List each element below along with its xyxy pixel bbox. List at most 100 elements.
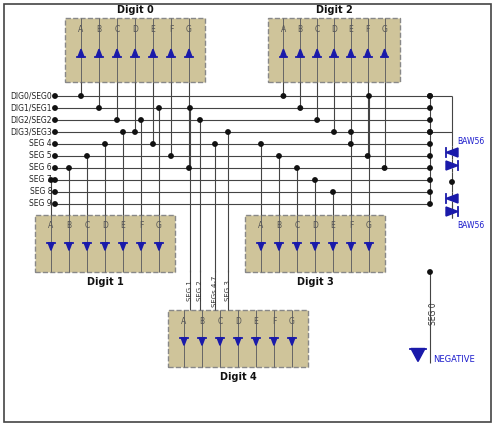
Circle shape xyxy=(169,154,173,158)
Polygon shape xyxy=(258,243,264,250)
Circle shape xyxy=(139,118,143,122)
Circle shape xyxy=(331,190,335,194)
Circle shape xyxy=(103,142,107,146)
Circle shape xyxy=(198,118,202,122)
Polygon shape xyxy=(366,243,372,250)
Polygon shape xyxy=(348,49,354,57)
Polygon shape xyxy=(253,338,259,345)
Circle shape xyxy=(188,106,192,110)
Text: SEG 0: SEG 0 xyxy=(429,302,437,325)
Text: SEG 1: SEG 1 xyxy=(187,281,193,302)
Polygon shape xyxy=(217,338,223,345)
Circle shape xyxy=(295,166,299,170)
Circle shape xyxy=(53,190,57,194)
Polygon shape xyxy=(446,161,458,170)
Text: E: E xyxy=(331,222,335,230)
Circle shape xyxy=(157,106,161,110)
Polygon shape xyxy=(381,49,387,57)
Circle shape xyxy=(53,178,57,182)
Bar xyxy=(268,18,400,82)
Polygon shape xyxy=(114,49,120,57)
Polygon shape xyxy=(181,338,187,345)
Circle shape xyxy=(281,94,286,98)
Polygon shape xyxy=(235,338,241,345)
Text: SEG 7: SEG 7 xyxy=(29,176,52,184)
Text: D: D xyxy=(102,222,108,230)
Text: G: G xyxy=(186,25,192,34)
Text: A: A xyxy=(78,25,84,34)
Circle shape xyxy=(366,154,370,158)
Polygon shape xyxy=(150,49,156,57)
Text: B: B xyxy=(298,25,303,34)
Circle shape xyxy=(97,106,101,110)
Polygon shape xyxy=(411,348,425,362)
Text: A: A xyxy=(182,317,186,325)
Circle shape xyxy=(151,142,155,146)
Text: G: G xyxy=(156,222,162,230)
Polygon shape xyxy=(132,49,138,57)
Polygon shape xyxy=(78,49,84,57)
Circle shape xyxy=(53,130,57,134)
Circle shape xyxy=(313,178,317,182)
Text: BAW56: BAW56 xyxy=(457,222,484,230)
Text: A: A xyxy=(258,222,264,230)
Text: E: E xyxy=(121,222,125,230)
Circle shape xyxy=(428,94,432,98)
Text: SEG 9: SEG 9 xyxy=(29,199,52,208)
Polygon shape xyxy=(199,338,205,345)
Text: SEGs 4-7: SEGs 4-7 xyxy=(212,275,218,307)
Text: C: C xyxy=(294,222,300,230)
Text: C: C xyxy=(84,222,90,230)
Circle shape xyxy=(428,118,432,122)
Circle shape xyxy=(428,202,432,206)
Polygon shape xyxy=(138,243,144,250)
Polygon shape xyxy=(330,243,336,250)
Circle shape xyxy=(298,106,303,110)
Circle shape xyxy=(428,106,432,110)
Polygon shape xyxy=(271,338,277,345)
Text: DIG1/SEG1: DIG1/SEG1 xyxy=(10,104,52,112)
Polygon shape xyxy=(294,243,300,250)
Circle shape xyxy=(428,142,432,146)
Circle shape xyxy=(382,166,387,170)
Polygon shape xyxy=(84,243,90,250)
Text: BAW56: BAW56 xyxy=(457,138,484,147)
Text: B: B xyxy=(66,222,71,230)
Bar xyxy=(35,215,175,272)
Text: A: A xyxy=(49,222,54,230)
Bar xyxy=(65,18,205,82)
Polygon shape xyxy=(331,49,337,57)
Circle shape xyxy=(428,130,432,134)
Text: G: G xyxy=(366,222,372,230)
Polygon shape xyxy=(446,194,458,203)
Circle shape xyxy=(349,142,353,146)
Text: D: D xyxy=(331,25,337,34)
Text: C: C xyxy=(115,25,120,34)
Text: G: G xyxy=(289,317,295,325)
Text: E: E xyxy=(151,25,155,34)
Text: DIG2/SEG2: DIG2/SEG2 xyxy=(10,115,52,124)
Text: SEG 5: SEG 5 xyxy=(29,152,52,161)
Text: SEG 3: SEG 3 xyxy=(225,281,231,302)
Circle shape xyxy=(133,130,137,134)
Text: Digit 2: Digit 2 xyxy=(315,5,352,15)
Circle shape xyxy=(121,130,125,134)
Circle shape xyxy=(53,202,57,206)
Polygon shape xyxy=(281,49,286,57)
Circle shape xyxy=(213,142,217,146)
Polygon shape xyxy=(48,243,54,250)
Text: SEG 4: SEG 4 xyxy=(29,139,52,149)
Text: Digit 4: Digit 4 xyxy=(220,372,256,382)
Text: NEGATIVE: NEGATIVE xyxy=(433,354,475,363)
Polygon shape xyxy=(298,49,303,57)
Text: F: F xyxy=(169,25,173,34)
Text: SEG 2: SEG 2 xyxy=(197,281,203,301)
Circle shape xyxy=(428,94,432,98)
Polygon shape xyxy=(365,49,371,57)
Circle shape xyxy=(349,130,353,134)
Polygon shape xyxy=(446,207,458,216)
Circle shape xyxy=(53,166,57,170)
Polygon shape xyxy=(348,243,354,250)
Circle shape xyxy=(428,130,432,134)
Circle shape xyxy=(53,94,57,98)
